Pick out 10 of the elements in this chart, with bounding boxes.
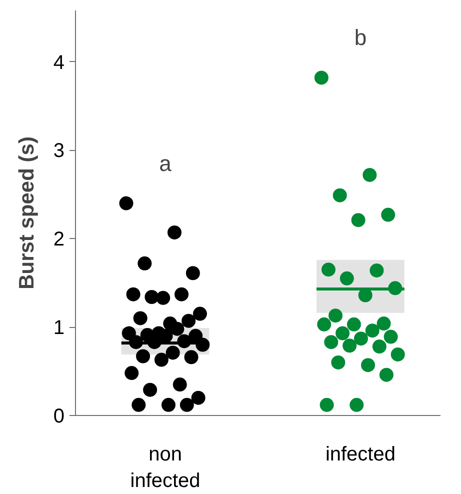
x-tick-label: non infected <box>130 444 200 492</box>
y-tick-label: 2 <box>53 228 64 251</box>
annotation: b <box>354 25 367 50</box>
x-tick-label: infected <box>325 444 396 466</box>
y-axis-title: Burst speed (s) <box>15 136 38 290</box>
y-tick-label: 0 <box>53 406 64 428</box>
annotation: a <box>159 150 172 176</box>
y-tick-label: 3 <box>53 140 64 162</box>
y-tick-label: 4 <box>53 52 64 74</box>
y-tick-label: 1 <box>53 317 64 340</box>
